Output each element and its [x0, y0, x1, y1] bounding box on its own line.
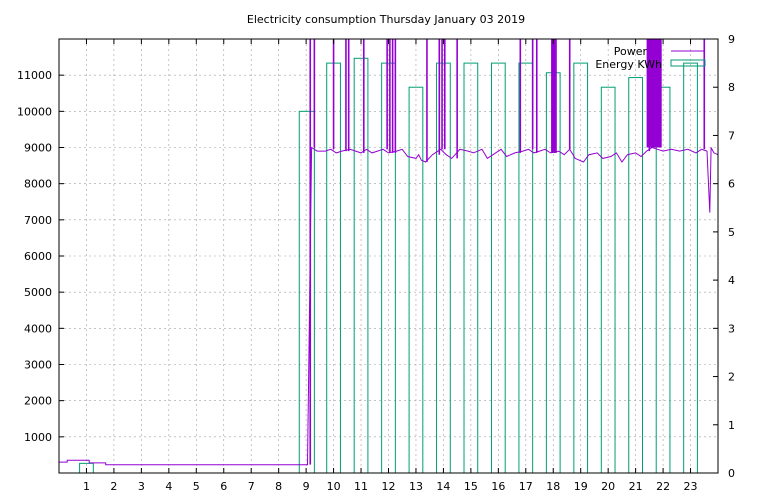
y-tick-label: 4000 — [24, 322, 52, 335]
x-tick-label: 23 — [684, 480, 698, 493]
x-tick-label: 19 — [574, 480, 588, 493]
legend-swatch-energy — [670, 59, 706, 67]
y2-tick-label: 1 — [728, 419, 735, 432]
x-tick-label: 12 — [382, 480, 396, 493]
y2-tick-label: 4 — [728, 274, 735, 287]
power-spike-band — [646, 39, 662, 148]
y2-tick-label: 5 — [728, 226, 735, 239]
x-tick-label: 9 — [303, 480, 310, 493]
y-tick-label: 3000 — [24, 359, 52, 372]
x-tick-label: 2 — [110, 480, 117, 493]
y2-tick-label: 0 — [728, 467, 735, 480]
axis-ticks: 1 2 3 4 5 6 7 8 9 10 11 12 13 14 15 16 17 18 19 20 21 22 23100… — [17, 33, 735, 493]
x-tick-label: 11 — [354, 480, 368, 493]
y-tick-label: 6000 — [24, 250, 52, 263]
y2-tick-label: 7 — [728, 129, 735, 142]
x-tick-label: 7 — [248, 480, 255, 493]
y2-tick-label: 8 — [728, 81, 735, 94]
x-tick-label: 22 — [656, 480, 670, 493]
x-tick-label: 20 — [601, 480, 615, 493]
y-tick-label: 5000 — [24, 286, 52, 299]
x-tick-label: 1 — [83, 480, 90, 493]
x-tick-label: 10 — [327, 480, 341, 493]
grid — [59, 39, 718, 473]
x-tick-label: 4 — [165, 480, 172, 493]
y2-tick-label: 3 — [728, 322, 735, 335]
x-tick-label: 18 — [546, 480, 560, 493]
legend-label-power: Power — [614, 45, 648, 58]
legend: Power Energy KWh — [595, 45, 706, 71]
x-tick-label: 17 — [519, 480, 533, 493]
x-tick-label: 15 — [464, 480, 478, 493]
chart-title: Electricity consumption Thursday January… — [247, 13, 525, 26]
x-tick-label: 14 — [436, 480, 450, 493]
x-tick-label: 8 — [275, 480, 282, 493]
y-tick-label: 2000 — [24, 395, 52, 408]
y2-tick-label: 9 — [728, 33, 735, 46]
y-tick-label: 7000 — [24, 214, 52, 227]
y-tick-label: 1000 — [24, 431, 52, 444]
power-line — [59, 39, 719, 466]
y-tick-label: 8000 — [24, 178, 52, 191]
x-tick-label: 3 — [138, 480, 145, 493]
y2-tick-label: 2 — [728, 371, 735, 384]
x-tick-label: 5 — [193, 480, 200, 493]
x-tick-label: 16 — [491, 480, 505, 493]
y-tick-label: 10000 — [17, 105, 52, 118]
y2-tick-label: 6 — [728, 178, 735, 191]
y-tick-label: 11000 — [17, 69, 52, 82]
x-tick-label: 13 — [409, 480, 423, 493]
legend-label-energy: Energy KWh — [595, 58, 662, 71]
x-tick-label: 21 — [629, 480, 643, 493]
y-tick-label: 9000 — [24, 142, 52, 155]
x-tick-label: 6 — [220, 480, 227, 493]
